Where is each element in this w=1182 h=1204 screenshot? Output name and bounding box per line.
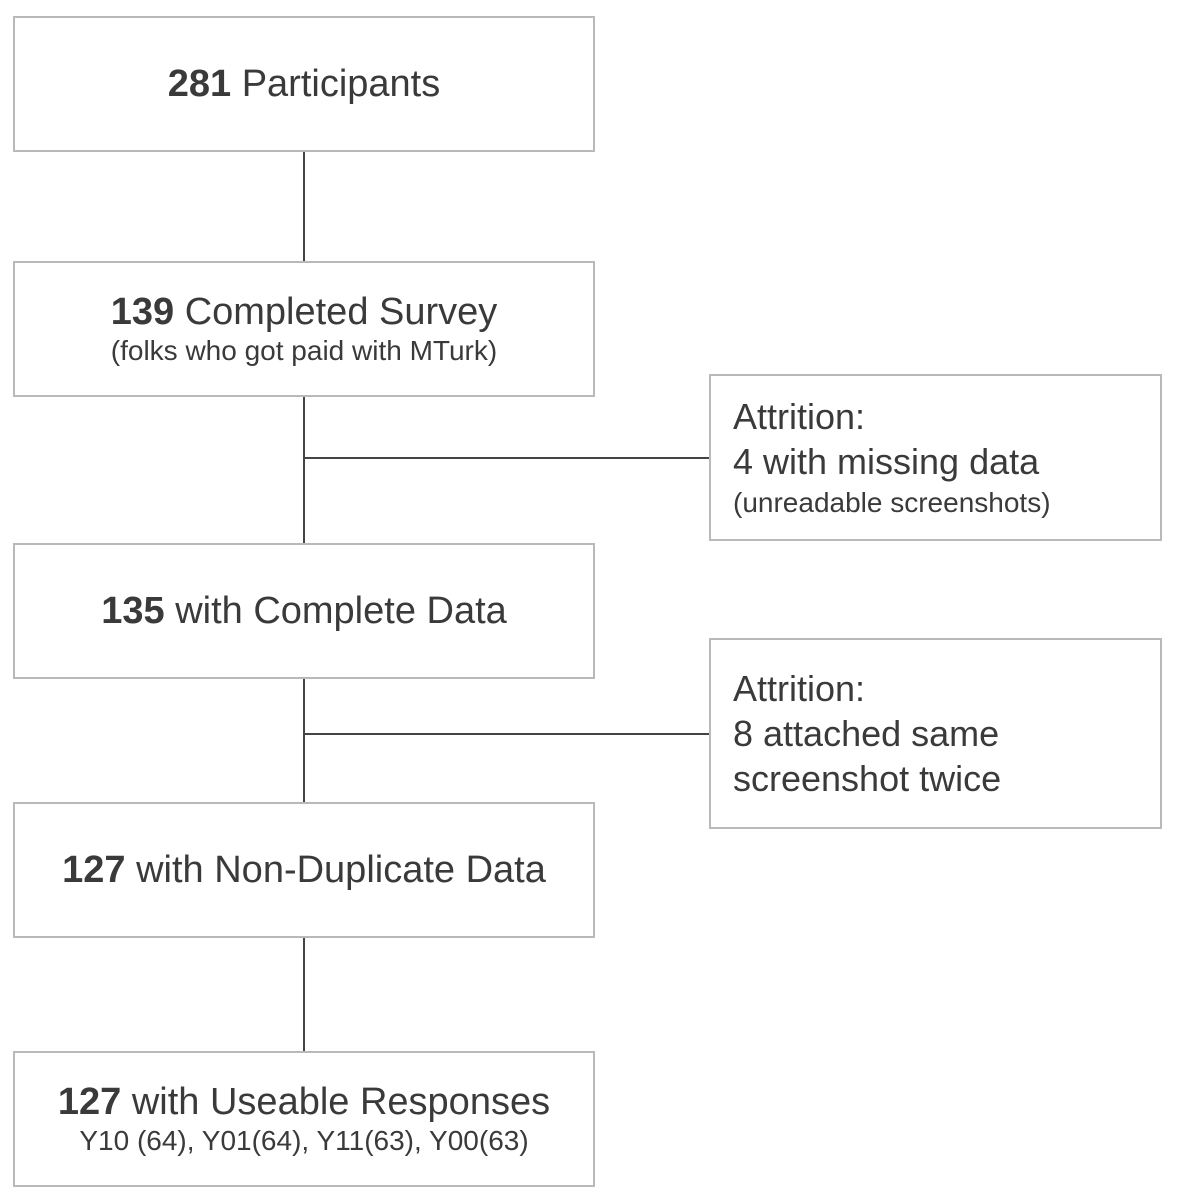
node-label: with Useable Responses <box>131 1081 551 1123</box>
node-participants: 281 Participants <box>13 16 595 152</box>
node-count: 281 <box>167 63 232 105</box>
attrition-title: Attrition: <box>733 395 866 437</box>
node-completed: 139 Completed Survey (folks who got paid… <box>13 261 595 397</box>
connector-participants-completed <box>303 151 305 263</box>
attrition-line: 8 attached same <box>733 713 1000 754</box>
connector-attrition-2 <box>304 733 709 735</box>
node-completed-title: 139 Completed Survey <box>111 290 498 334</box>
node-useable-title: 127 with Useable Responses <box>58 1080 550 1124</box>
node-non-duplicate: 127 with Non-Duplicate Data <box>13 802 595 938</box>
attrition-line: 4 with missing data <box>733 440 1040 482</box>
attrition-box-1: Attrition: 4 with missing data (unreadab… <box>709 374 1162 541</box>
node-complete-data: 135 with Complete Data <box>13 543 595 679</box>
connector-completed-complete-data <box>303 396 305 545</box>
connector-complete-data-non-duplicate <box>303 678 305 803</box>
node-count: 127 <box>57 1081 122 1123</box>
node-useable: 127 with Useable Responses Y10 (64), Y01… <box>13 1051 595 1187</box>
connector-non-duplicate-useable <box>303 936 305 1053</box>
node-label: with Non-Duplicate Data <box>136 849 546 891</box>
node-label: Participants <box>241 63 441 105</box>
attrition-line-2: screenshot twice <box>733 758 1002 799</box>
connector-attrition-1 <box>304 457 709 459</box>
node-count: 135 <box>101 590 165 632</box>
node-completed-sub: (folks who got paid with MTurk) <box>110 335 498 366</box>
node-participants-title: 281 Participants <box>168 62 441 106</box>
node-non-duplicate-title: 127 with Non-Duplicate Data <box>62 848 546 892</box>
node-label: with Complete Data <box>175 590 507 632</box>
node-count: 127 <box>62 849 126 891</box>
attrition-note: (unreadable screenshots) <box>733 486 1051 518</box>
attrition-box-2: Attrition: 8 attached same screenshot tw… <box>709 638 1162 829</box>
attrition-title: Attrition: <box>733 668 866 709</box>
node-useable-sub: Y10 (64), Y01(64), Y11(63), Y00(63) <box>79 1125 529 1156</box>
node-label: Completed Survey <box>184 291 498 333</box>
node-complete-data-title: 135 with Complete Data <box>101 589 507 633</box>
node-count: 139 <box>110 291 175 333</box>
